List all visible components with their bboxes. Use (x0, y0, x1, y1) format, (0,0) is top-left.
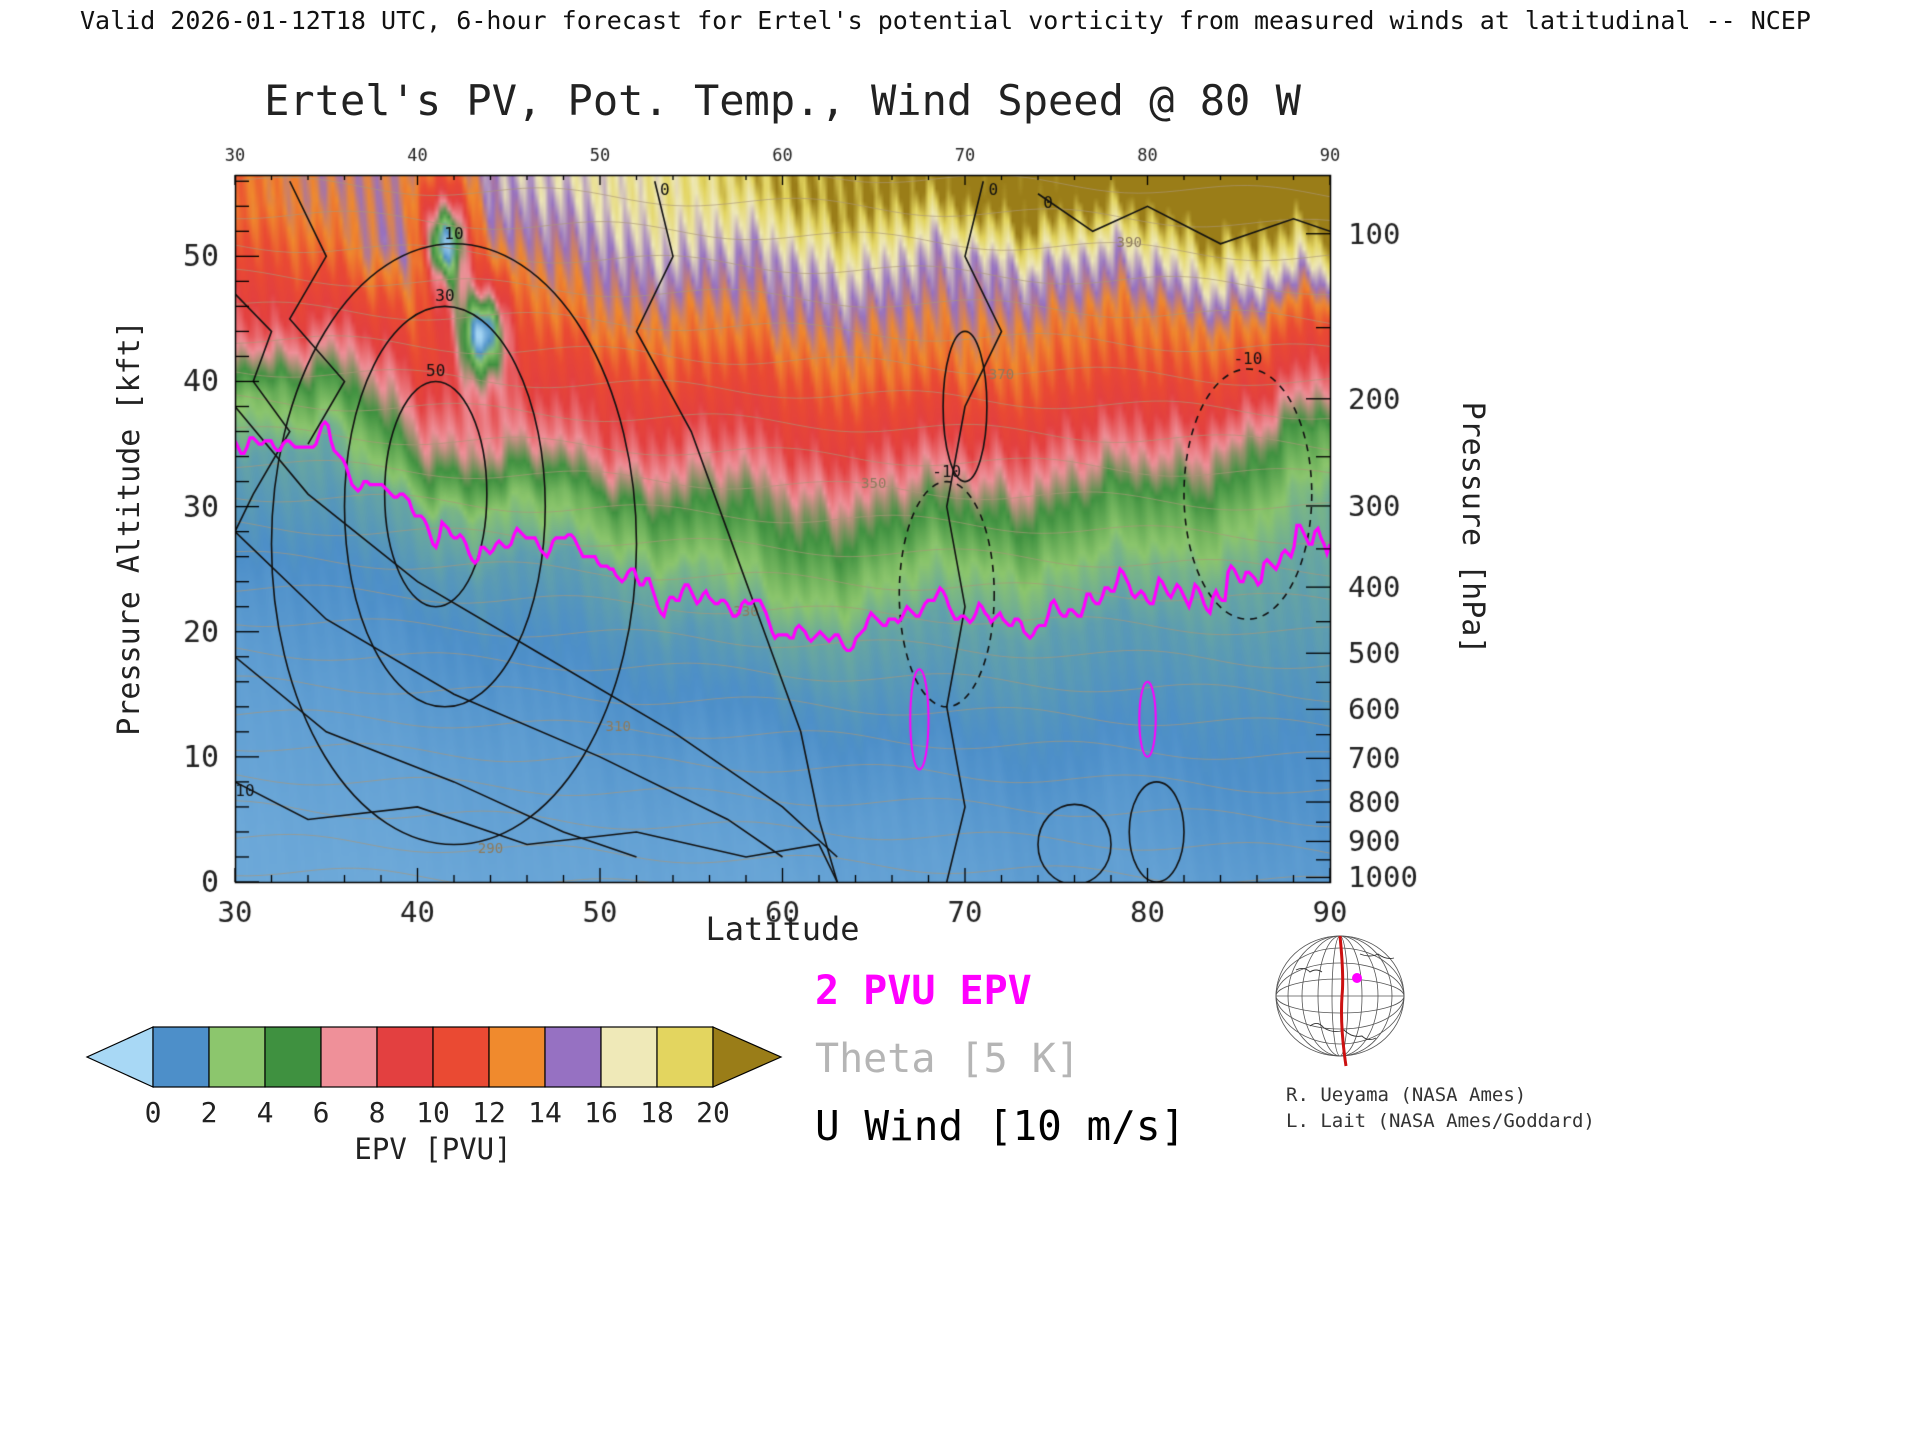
globe-graticule (1275, 935, 1405, 1057)
globe-longitude-80w-line (1338, 935, 1348, 1067)
colorbar-tick-label: 14 (528, 1096, 562, 1129)
colorbar-tick-label: 18 (640, 1096, 674, 1129)
colorbar-segment (208, 1026, 266, 1088)
colorbar-tick-label: 10 (416, 1096, 450, 1129)
colorbar-segment (656, 1026, 714, 1088)
epv-colorbar (85, 1026, 785, 1090)
colorbar-segment (376, 1026, 434, 1088)
colorbar-under-arrow (85, 1026, 154, 1088)
x-axis-title: Latitude (705, 910, 860, 948)
colorbar-over-arrow (712, 1026, 783, 1088)
y-right-axis-title: Pressure [hPa] (1455, 401, 1490, 655)
colorbar-segment (600, 1026, 658, 1088)
y-left-axis-title: Pressure Altitude [kft] (112, 320, 147, 736)
legend-epv-label: 2 PVU EPV (815, 968, 1032, 1014)
legend-theta-label: Theta [5 K] (815, 1036, 1080, 1082)
colorbar-segment (264, 1026, 322, 1088)
plot-title: Ertel's PV, Pot. Temp., Wind Speed @ 80 … (264, 76, 1301, 125)
epv-colorbar-svg (85, 1026, 783, 1088)
colorbar-segment (432, 1026, 490, 1088)
colorbar-tick-label: 8 (368, 1096, 386, 1129)
globe-inset (1275, 935, 1405, 1067)
globe-location-dot (1352, 973, 1362, 983)
colorbar-segment (488, 1026, 546, 1088)
colorbar-caption: EPV [PVU] (354, 1132, 512, 1166)
credit-line-1: R. Ueyama (NASA Ames) (1286, 1084, 1527, 1106)
pv-cross-section-canvas (110, 118, 1480, 978)
legend-wind-label: U Wind [10 m/s] (815, 1102, 1186, 1150)
colorbar-tick-label: 12 (472, 1096, 506, 1129)
colorbar-tick-label: 4 (256, 1096, 274, 1129)
colorbar-segment (152, 1026, 210, 1088)
colorbar-tick-label: 0 (144, 1096, 162, 1129)
colorbar-tick-label: 20 (696, 1096, 730, 1129)
colorbar-tick-label: 16 (584, 1096, 618, 1129)
colorbar-tick-label: 6 (312, 1096, 330, 1129)
colorbar-tick-label: 2 (200, 1096, 218, 1129)
colorbar-segment (320, 1026, 378, 1088)
globe-coastlines (1295, 953, 1395, 1041)
colorbar-segment (544, 1026, 602, 1088)
valid-timestamp-line: Valid 2026-01-12T18 UTC, 6-hour forecast… (80, 6, 1811, 35)
credit-line-2: L. Lait (NASA Ames/Goddard) (1286, 1110, 1595, 1132)
